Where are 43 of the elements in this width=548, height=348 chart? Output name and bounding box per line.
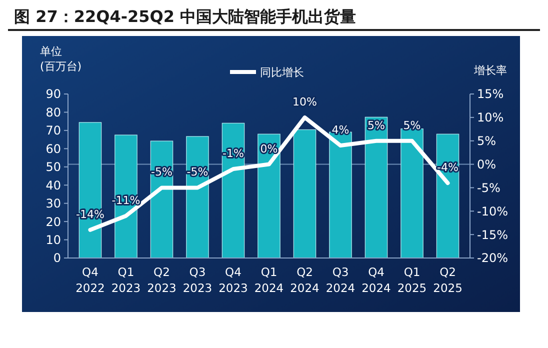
y-tick-label: 10 xyxy=(46,232,61,247)
data-label: -5% xyxy=(151,166,172,179)
y2-axis-title: 增长率 xyxy=(473,64,507,77)
y-axis-title: 单位 (百万台) xyxy=(40,45,82,73)
y2-tick-label: 0% xyxy=(477,157,496,172)
y2-tick-label: 15% xyxy=(477,87,504,102)
x-tick-label: Q1 2023 xyxy=(111,265,141,295)
legend-label: 同比增长 xyxy=(260,66,304,79)
x-tick-label: Q3 2024 xyxy=(326,265,356,295)
x-tick-label: Q2 2025 xyxy=(433,265,462,295)
y-tick-label: 0 xyxy=(53,251,61,266)
y-tick-label: 30 xyxy=(46,196,61,211)
x-tick-label: Q4 2024 xyxy=(362,265,391,295)
bar xyxy=(400,128,424,258)
data-label: 10% xyxy=(292,95,317,108)
data-label: 5% xyxy=(403,118,421,132)
x-tick-label: Q1 2024 xyxy=(254,265,284,295)
y2-tick-label: -10% xyxy=(477,204,508,218)
x-tick-label: Q4 2023 xyxy=(218,265,248,295)
y-tick-label: 40 xyxy=(46,178,61,192)
data-label: -5% xyxy=(186,166,208,179)
x-tick-label: Q4 2022 xyxy=(76,265,105,295)
data-label: -1% xyxy=(222,146,244,160)
y2-tick-label: 10% xyxy=(477,110,504,125)
y2-tick-label: -20% xyxy=(477,251,508,266)
y-tick-label: 90 xyxy=(46,87,61,102)
y-tick-label: 70 xyxy=(46,124,61,138)
data-label: 5% xyxy=(368,118,385,132)
x-tick-label: Q1 2025 xyxy=(397,265,427,295)
y-tick-label: 80 xyxy=(46,105,61,120)
y2-tick-label: 5% xyxy=(477,134,496,148)
x-tick-label: Q2 2024 xyxy=(290,265,320,295)
y-tick-label: 50 xyxy=(46,160,61,174)
data-label: 0% xyxy=(260,142,278,156)
y-tick-label: 20 xyxy=(46,214,61,229)
y2-tick-label: -15% xyxy=(477,228,508,242)
x-tick-label: Q3 2023 xyxy=(182,265,212,295)
x-tick-label: Q2 2023 xyxy=(147,265,176,295)
y-tick-label: 60 xyxy=(46,142,61,156)
data-label: -4% xyxy=(437,161,458,174)
y2-tick-label: -5% xyxy=(477,180,500,195)
bar xyxy=(293,129,316,258)
chart-title: 图 27：22Q4-25Q2 中国大陆智能手机出货量 xyxy=(14,7,356,26)
